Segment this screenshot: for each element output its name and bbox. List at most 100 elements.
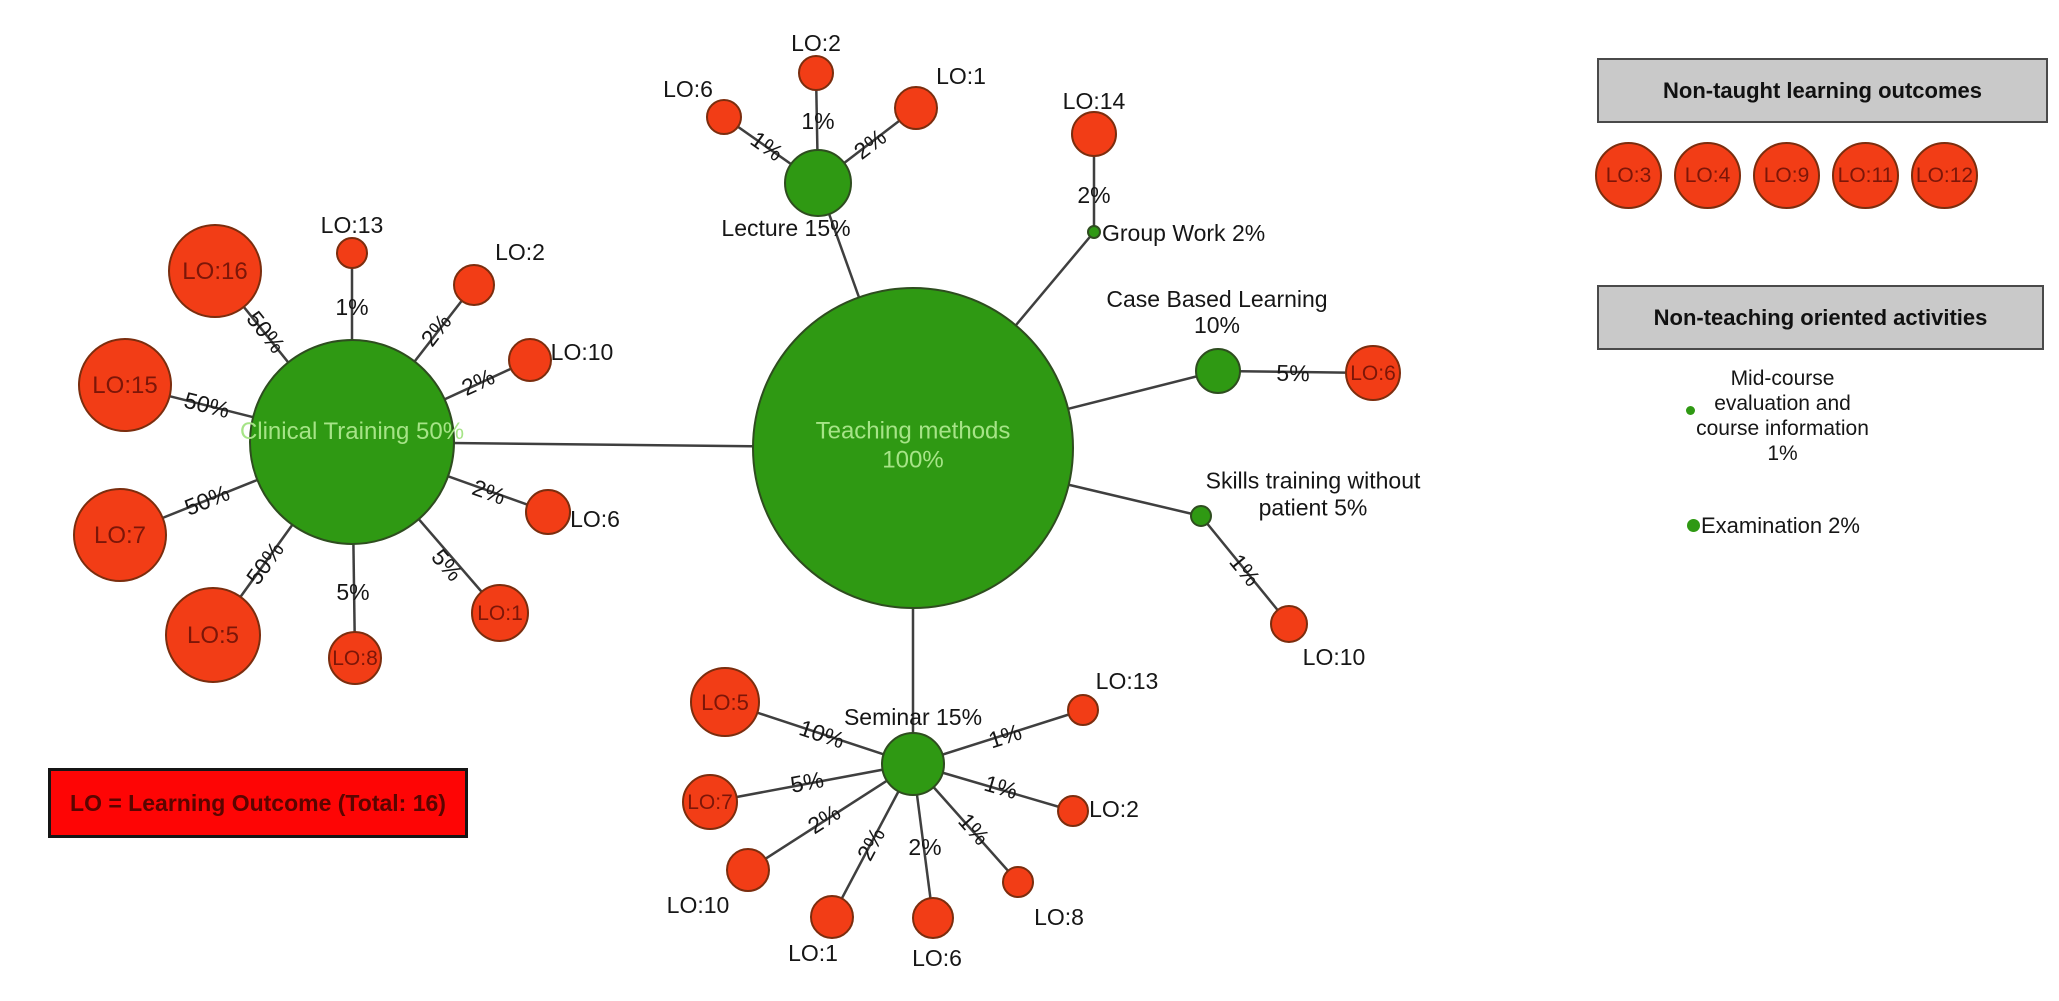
non-taught-circle-lo11: LO:11 [1832, 142, 1899, 209]
node-label-lec_lo2: LO:2 [791, 30, 841, 56]
node-label-cl_lo13: LO:13 [321, 212, 384, 238]
node-groupwork [1087, 225, 1101, 239]
edge-label: 5% [426, 544, 467, 586]
edge-label: 5% [1276, 360, 1310, 386]
edge-label: 5% [788, 766, 825, 798]
node-label-lec_lo1: LO:1 [936, 63, 986, 89]
node-label-cl_lo1: LO:1 [477, 602, 523, 625]
non-taught-circle-lo4: LO:4 [1674, 142, 1741, 209]
node-label-sem_lo1: LO:1 [788, 940, 838, 966]
node-cl_lo5 [165, 587, 261, 683]
node-label-lec_lo6: LO:6 [663, 76, 713, 102]
node-label-sem_lo6: LO:6 [912, 945, 962, 971]
node-seminar [881, 732, 945, 796]
node-label-teaching: Teaching methods 100% [816, 417, 1011, 473]
node-label-cbl: Case Based Learning 10% [1106, 286, 1327, 338]
edge-label: 2% [908, 834, 941, 860]
node-cl_lo1 [471, 584, 529, 642]
midcourse-evaluation-item: Mid-course evaluation and course informati… [1660, 366, 1905, 466]
node-cl_lo6 [525, 489, 571, 535]
non-taught-title: Non-taught learning outcomes [1663, 77, 1982, 103]
node-cl_lo10 [508, 338, 552, 382]
node-label-cl_lo7: LO:7 [94, 522, 146, 549]
node-sem_lo7 [682, 774, 738, 830]
node-cbl_lo6 [1345, 345, 1401, 401]
node-skills [1190, 505, 1212, 527]
node-cl_lo8 [328, 631, 382, 685]
non-taught-outcome-circles: LO:3 LO:4 LO:9 LO:11 LO:12 [1595, 142, 1978, 209]
non-taught-circle-lo12: LO:12 [1911, 142, 1978, 209]
non-taught-circle-lo9: LO:9 [1753, 142, 1820, 209]
edge-label: 50% [241, 537, 289, 590]
node-label-cl_lo15: LO:15 [92, 372, 157, 399]
midcourse-line: evaluation and [1714, 392, 1851, 415]
edge-label: 10% [796, 714, 848, 753]
node-label-lecture: Lecture 15% [721, 215, 850, 241]
node-sem_lo1 [810, 895, 854, 939]
node-sk_lo10 [1270, 605, 1308, 643]
node-cbl [1195, 348, 1241, 394]
edge-label: 2% [849, 124, 891, 165]
node-label-cbl_lo6: LO:6 [1350, 362, 1396, 385]
non-taught-circle-lo3: LO:3 [1595, 142, 1662, 209]
node-lec_lo6 [706, 99, 742, 135]
node-label-sem_lo2: LO:2 [1089, 796, 1139, 822]
node-label-seminar: Seminar 15% [844, 704, 982, 730]
node-sem_lo10 [726, 848, 770, 892]
examination-bullet-icon [1687, 519, 1700, 532]
examination-item: Examination 2% [1701, 513, 1860, 538]
edge-label: 2% [1077, 182, 1110, 208]
node-teaching [752, 287, 1074, 609]
node-label-cl_lo6: LO:6 [570, 506, 620, 532]
node-label-sem_lo10: LO:10 [667, 892, 730, 918]
edge-label: 1% [981, 770, 1020, 804]
edge-label: 2% [803, 799, 845, 839]
edge-label: 1% [335, 294, 368, 320]
node-label-skills: Skills training without patient 5% [1206, 468, 1421, 521]
node-label-cl_lo2: LO:2 [495, 239, 545, 265]
node-sem_lo6 [912, 897, 954, 939]
node-cl_lo7 [73, 488, 167, 582]
edge-seminar-sem_lo10 [747, 762, 914, 872]
non-teaching-title: Non-teaching oriented activities [1653, 304, 1988, 330]
midcourse-line: course information [1696, 417, 1869, 440]
node-lec_lo2 [798, 55, 834, 91]
node-clinical [249, 339, 455, 545]
edge-label: 1% [801, 108, 834, 134]
node-label-cl_lo5: LO:5 [187, 622, 239, 649]
edge-seminar-sem_lo7 [709, 762, 914, 804]
node-label-groupwork: Group Work 2% [1102, 220, 1265, 246]
edge-label: 2% [852, 823, 891, 865]
node-sem_lo8 [1002, 866, 1034, 898]
edge-label: 50% [182, 387, 233, 423]
node-cl_lo13 [336, 237, 368, 269]
node-label-sem_lo8: LO:8 [1034, 904, 1084, 930]
node-label-cl_lo8: LO:8 [332, 647, 378, 670]
edge-label: 1% [1224, 549, 1265, 591]
node-cl_lo2 [453, 264, 495, 306]
node-label-sem_lo5: LO:5 [701, 690, 749, 715]
edge-label: 1% [985, 719, 1025, 754]
node-label-clinical: Clinical Training 50% [240, 418, 464, 445]
edge-label: 2% [457, 363, 498, 401]
non-teaching-header: Non-teaching oriented activities [1597, 285, 2044, 350]
node-label-sem_lo13: LO:13 [1096, 668, 1159, 694]
node-label-sem_lo7: LO:7 [687, 791, 733, 814]
edge-label: 1% [953, 808, 995, 850]
node-cl_lo15 [78, 338, 172, 432]
node-sem_lo2 [1057, 795, 1089, 827]
edge-label: 2% [469, 474, 509, 510]
node-label-gw_lo14: LO:14 [1063, 88, 1126, 114]
edge-label: 50% [181, 479, 233, 520]
node-lecture [784, 149, 852, 217]
node-gw_lo14 [1071, 111, 1117, 157]
node-sem_lo13 [1067, 694, 1099, 726]
edge-skills-sk_lo10 [1200, 515, 1290, 625]
non-taught-header: Non-taught learning outcomes [1597, 58, 2048, 123]
lo-note: LO = Learning Outcome (Total: 16) [48, 768, 468, 838]
node-label-sk_lo10: LO:10 [1303, 644, 1366, 670]
node-label-cl_lo16: LO:16 [182, 258, 247, 285]
edge-label: 5% [336, 579, 369, 605]
midcourse-line: Mid-course [1730, 367, 1835, 390]
